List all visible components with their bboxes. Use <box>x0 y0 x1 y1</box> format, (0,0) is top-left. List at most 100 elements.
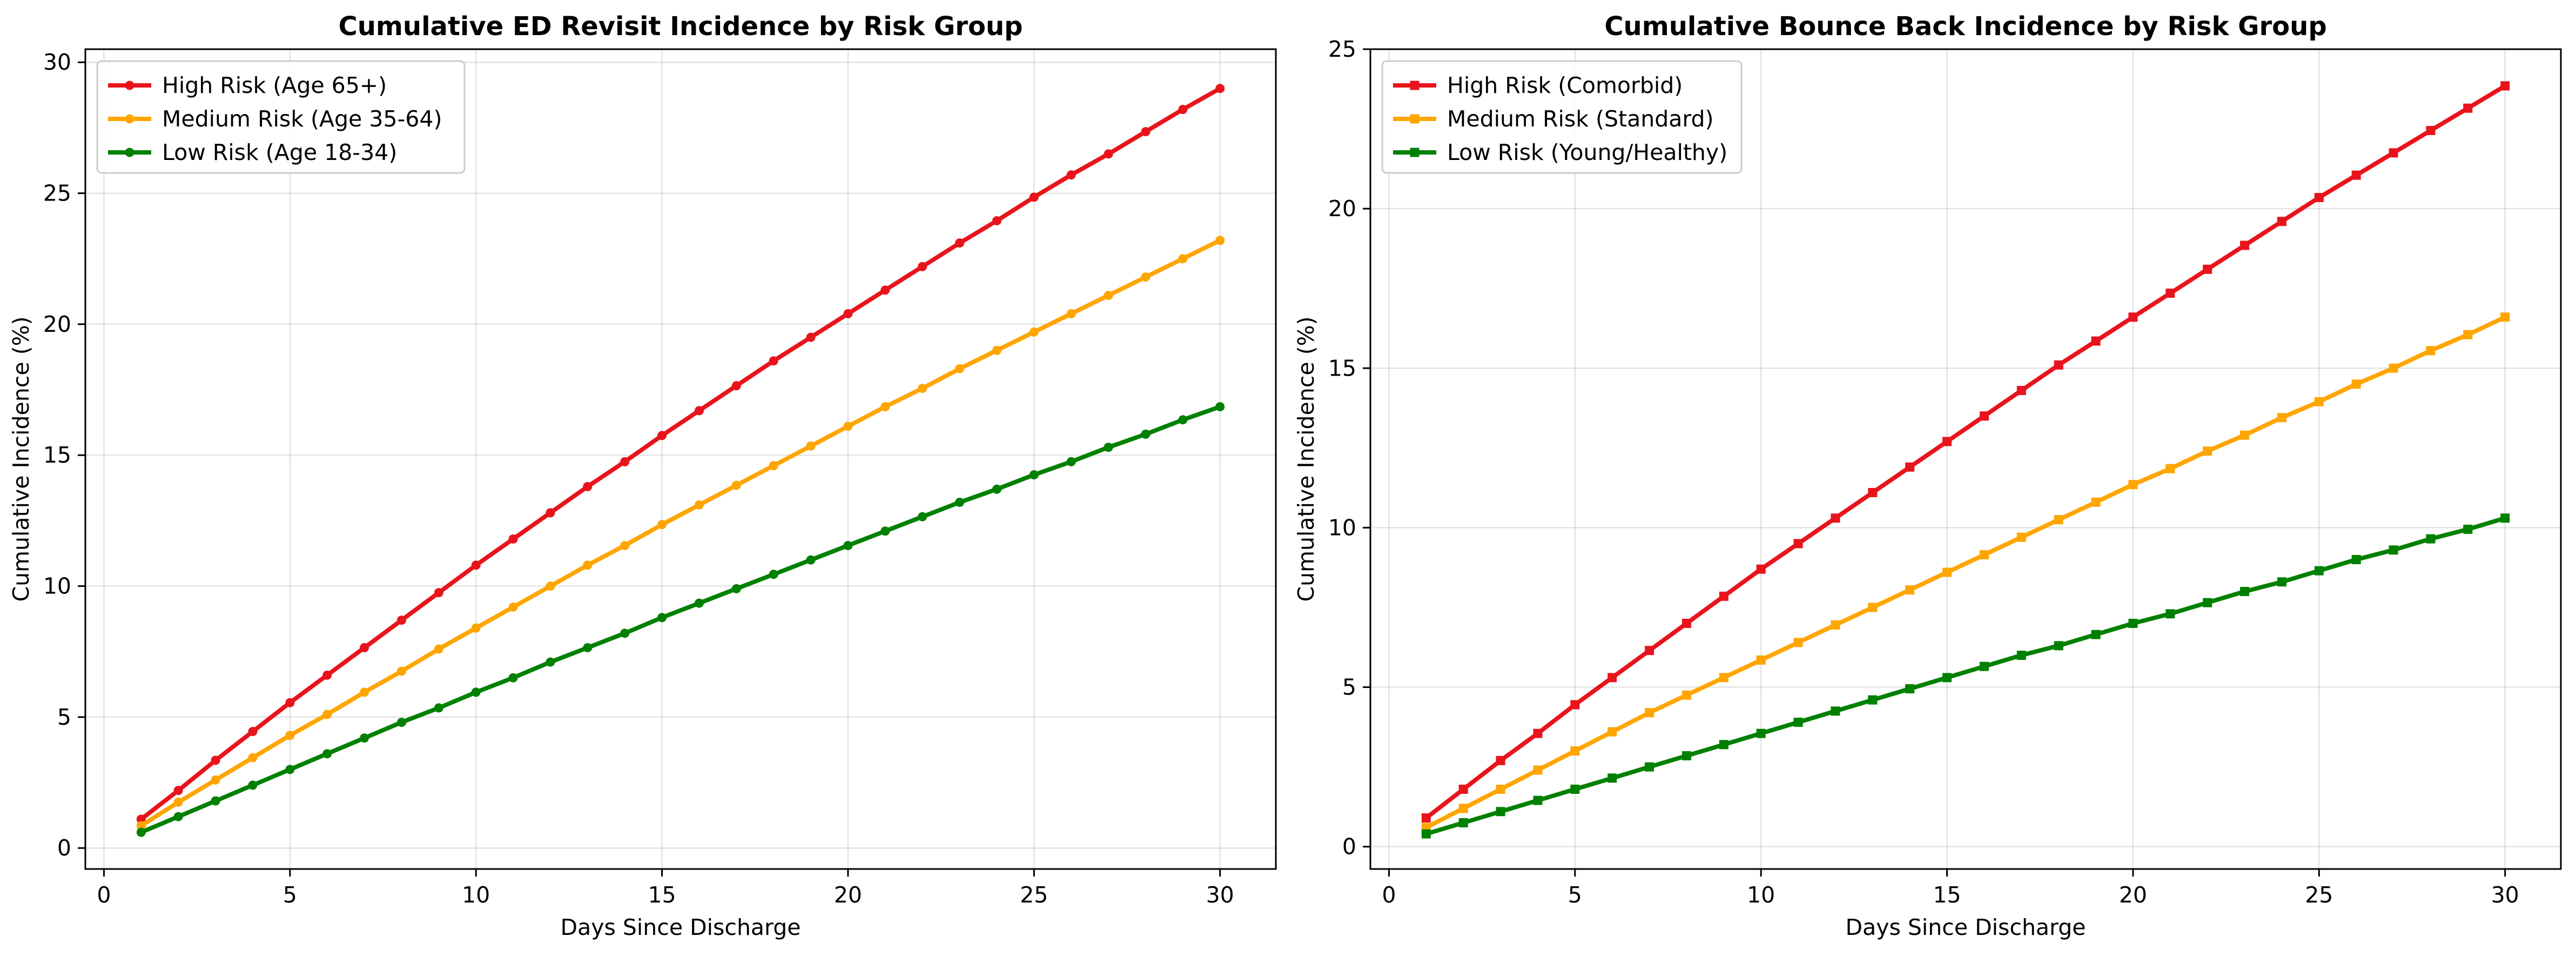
data-point <box>1756 728 1766 738</box>
data-point <box>806 332 816 342</box>
data-point <box>211 775 220 785</box>
x-axis-label: Days Since Discharge <box>561 914 801 940</box>
data-point <box>434 644 443 654</box>
data-point <box>471 623 481 633</box>
data-point <box>2351 170 2361 180</box>
data-point <box>2016 386 2026 396</box>
data-point <box>2277 217 2286 226</box>
x-tick-label: 0 <box>97 882 111 908</box>
data-point <box>248 780 258 790</box>
data-point <box>731 381 741 391</box>
y-tick-label: 5 <box>57 704 71 730</box>
data-point <box>694 500 704 510</box>
data-point <box>843 540 853 550</box>
data-point <box>396 616 406 625</box>
data-point <box>2128 312 2138 322</box>
x-tick-label: 15 <box>1933 882 1961 908</box>
chart-title: Cumulative Bounce Back Incidence by Risk… <box>1604 11 2326 42</box>
series-line <box>1425 315 2506 830</box>
series-line <box>140 238 1221 828</box>
data-point <box>471 560 481 570</box>
x-axis-label: Days Since Discharge <box>1846 914 2086 940</box>
data-point <box>360 733 369 743</box>
data-point <box>434 703 443 713</box>
data-point <box>731 480 741 490</box>
y-tick-label: 20 <box>1328 196 1356 222</box>
x-tick-label: 30 <box>1206 882 1234 908</box>
x-tick-label: 15 <box>648 882 676 908</box>
data-point <box>1141 429 1151 439</box>
data-point <box>2091 630 2101 639</box>
data-point <box>396 718 406 727</box>
data-point <box>2054 641 2063 651</box>
data-point <box>2389 545 2398 555</box>
data-point <box>546 657 555 667</box>
x-tick-label: 0 <box>1382 882 1396 908</box>
data-point <box>211 756 220 765</box>
data-point <box>2128 480 2138 490</box>
data-point <box>1793 539 1803 549</box>
y-tick-label: 25 <box>43 180 71 206</box>
data-point <box>173 812 183 821</box>
data-point <box>2314 397 2324 406</box>
data-point <box>508 673 518 683</box>
data-point <box>2165 289 2175 298</box>
data-point <box>955 364 965 373</box>
data-point <box>285 765 295 774</box>
legend-box <box>1381 60 1743 174</box>
data-point <box>1066 457 1076 466</box>
data-point <box>2165 609 2175 619</box>
data-point <box>471 687 481 697</box>
data-point <box>1458 784 1468 794</box>
chart-title: Cumulative ED Revisit Incidence by Risk … <box>339 11 1023 42</box>
data-point <box>1979 661 1989 671</box>
legend-marker <box>125 148 134 157</box>
data-point <box>2351 554 2361 564</box>
data-point <box>360 687 369 697</box>
y-tick-label: 5 <box>1342 674 1356 700</box>
data-point <box>620 457 630 466</box>
data-point <box>1178 104 1188 114</box>
y-tick-label: 25 <box>1328 36 1356 62</box>
data-point <box>2500 513 2510 523</box>
y-tick-label: 0 <box>57 835 71 861</box>
data-point <box>2389 148 2398 158</box>
data-point <box>880 402 890 412</box>
data-point <box>508 602 518 612</box>
data-point <box>1942 567 1952 577</box>
legend-marker <box>125 81 134 90</box>
data-point <box>1104 291 1113 300</box>
data-point <box>769 570 778 579</box>
data-point <box>1570 700 1580 710</box>
data-point <box>1421 813 1431 823</box>
data-point <box>1682 751 1691 760</box>
data-point <box>1608 673 1617 683</box>
data-point <box>396 666 406 676</box>
series-line <box>1424 84 2506 820</box>
data-point <box>620 540 630 550</box>
data-point <box>211 796 220 806</box>
data-point <box>1066 309 1076 319</box>
data-point <box>2426 126 2436 136</box>
data-point <box>1458 818 1468 827</box>
data-point <box>360 643 369 652</box>
y-tick-label: 0 <box>1342 834 1356 860</box>
x-tick-label: 5 <box>283 882 297 908</box>
y-tick-label: 10 <box>43 573 71 599</box>
data-point <box>2091 336 2101 346</box>
y-axis-label: Cumulative Incidence (%) <box>8 316 34 601</box>
data-point <box>1793 717 1803 727</box>
legend-label: Low Risk (Age 18-34) <box>162 139 397 165</box>
data-point <box>806 441 816 451</box>
data-point <box>136 821 146 831</box>
y-tick-label: 15 <box>43 442 71 468</box>
x-tick-label: 5 <box>1568 882 1582 908</box>
data-point <box>1178 254 1188 264</box>
data-point <box>620 629 630 638</box>
data-point <box>1942 673 1952 683</box>
data-point <box>694 598 704 608</box>
data-point <box>955 238 965 248</box>
legend-label: Low Risk (Young/Healthy) <box>1447 139 1727 165</box>
series-line <box>1425 516 2506 836</box>
